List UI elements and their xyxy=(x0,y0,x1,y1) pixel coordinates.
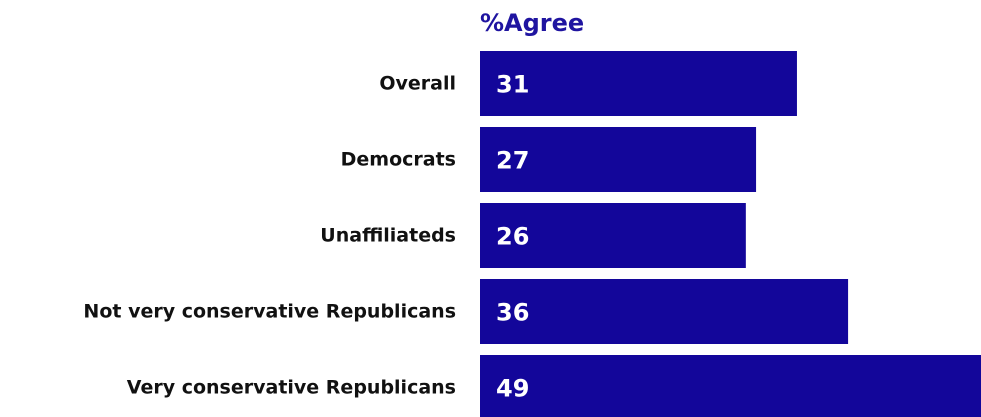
category-label: Not very conservative Republicans xyxy=(83,301,456,323)
chart-title: %Agree xyxy=(480,9,584,37)
category-labels: Overall Democrats Unaffiliateds Not very co… xyxy=(83,73,456,399)
value-label: 26 xyxy=(496,223,529,251)
category-label: Overall xyxy=(379,73,456,95)
value-label: 27 xyxy=(496,147,529,175)
category-label: Unaffiliateds xyxy=(320,225,456,247)
value-labels: 31 27 26 36 49 xyxy=(496,71,529,403)
bar xyxy=(480,51,797,116)
category-label: Democrats xyxy=(341,149,456,171)
bar xyxy=(480,203,746,268)
bar xyxy=(480,127,757,192)
bar xyxy=(480,279,849,344)
value-label: 36 xyxy=(496,299,529,327)
bar xyxy=(480,355,981,417)
value-label: 49 xyxy=(496,375,529,403)
value-label: 31 xyxy=(496,71,529,99)
category-label: Very conservative Republicans xyxy=(127,377,456,399)
bars xyxy=(480,51,981,417)
